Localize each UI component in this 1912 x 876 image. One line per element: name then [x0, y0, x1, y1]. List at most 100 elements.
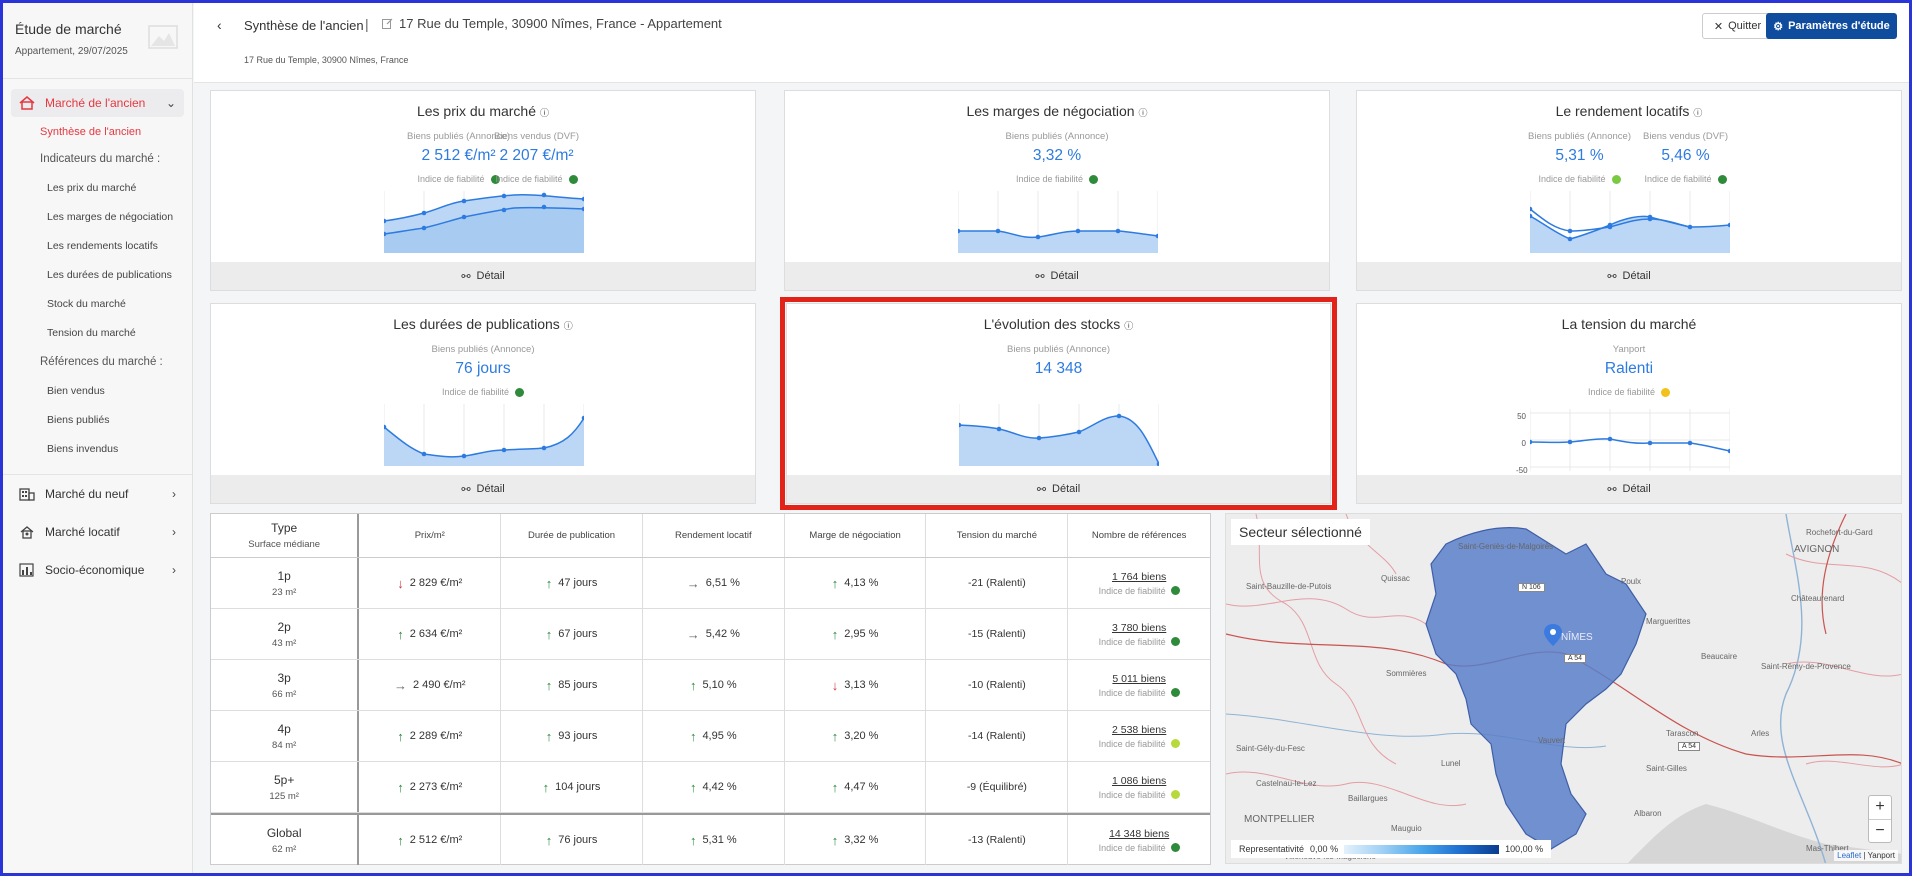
reliability-label: Indice de fiabilité — [417, 174, 485, 184]
trend-up-icon: ↑ — [831, 779, 839, 795]
references-link[interactable]: 1 086 biens — [1112, 774, 1167, 787]
table-row: Global 62 m² ↑ 2 512 €/m² ↑ 76 jours ↑ 5,31 % ↑ 3… — [211, 813, 1210, 865]
reliability-indicator: Indice de fiabilité — [407, 174, 510, 184]
detail-button[interactable]: ⚯ Détail — [211, 475, 755, 503]
sparkline-chart — [384, 404, 584, 466]
location-pin-icon[interactable] — [1544, 624, 1562, 646]
reliability-label: Indice de fiabilité — [1098, 789, 1166, 800]
cell-value: -10 (Ralenti) — [967, 679, 1026, 691]
table-row: 1p 23 m² ↓ 2 829 €/m² ↑ 47 jours → 6,51 % ↑ 4,13 … — [211, 558, 1210, 609]
sidebar-item-publies[interactable]: Biens publiés — [47, 414, 110, 426]
sidebar-item-vendus[interactable]: Bien vendus — [47, 385, 105, 397]
cell-value: 5,10 % — [702, 679, 737, 691]
study-address[interactable]: 17 Rue du Temple, 30900 Nîmes, France - … — [382, 16, 722, 31]
sidebar-item-tension[interactable]: Tension du marché — [47, 327, 136, 339]
study-address-small: 17 Rue du Temple, 30900 Nîmes, France — [244, 55, 409, 65]
references-link[interactable]: 2 538 biens — [1112, 723, 1167, 736]
info-icon[interactable]: ⓘ — [563, 320, 573, 331]
cell-type: 5p+ 125 m² — [211, 762, 360, 812]
map-place-label: Châteaurenard — [1791, 594, 1845, 603]
trend-up-icon: ↑ — [689, 832, 697, 848]
metric-value: Ralenti — [1604, 360, 1654, 377]
trend-up-icon: ↑ — [545, 575, 553, 591]
zoom-out-button[interactable]: − — [1875, 821, 1885, 839]
sidebar-item-marges[interactable]: Les marges de négociation — [47, 211, 174, 223]
quit-button[interactable]: ✕ Quitter — [1702, 13, 1773, 39]
cell-value: 3,13 % — [844, 679, 879, 691]
map-place-label: Saint-Geniès-de-Malgoirès — [1458, 542, 1554, 551]
references-link[interactable]: 5 011 biens — [1112, 672, 1166, 685]
trend-up-icon: ↑ — [545, 626, 553, 642]
reliability-dot — [490, 174, 500, 184]
y-tick: -50 — [1516, 466, 1528, 475]
study-settings-button[interactable]: ⚙ Paramètres d'étude — [1766, 13, 1897, 39]
trend-up-icon: ↑ — [397, 779, 404, 795]
map-place-label: Lunel — [1441, 759, 1461, 768]
cell-rendement: → 6,51 % — [643, 558, 785, 608]
info-icon[interactable]: ⓘ — [540, 107, 550, 118]
reliability-label: Indice de fiabilité — [1098, 585, 1166, 596]
sidebar-item-durees[interactable]: Les durées de publications — [47, 269, 172, 281]
map-place-label: Marguerittes — [1646, 617, 1691, 626]
sidebar-item-rendements[interactable]: Les rendements locatifs — [47, 240, 158, 252]
sidebar-item-prix[interactable]: Les prix du marché — [47, 182, 137, 194]
map-canvas[interactable] — [1226, 514, 1902, 864]
sidebar-section-neuf[interactable]: Marché du neuf › — [11, 475, 184, 513]
info-icon[interactable]: ⓘ — [1693, 107, 1703, 118]
leaflet-link[interactable]: Leaflet — [1837, 851, 1862, 860]
edit-icon[interactable] — [382, 18, 393, 29]
table-header: Type Surface médiane Prix/m² Durée de pub… — [211, 514, 1210, 558]
detail-button[interactable]: ⚯ Détail — [787, 475, 1330, 503]
sidebar-section-socio[interactable]: Socio-économique › — [11, 551, 184, 589]
cell-refs: 3 780 biens Indice de fiabilité — [1068, 609, 1210, 659]
y-tick: 0 — [1521, 439, 1526, 448]
sidebar-item-stock[interactable]: Stock du marché — [47, 298, 126, 310]
detail-button[interactable]: ⚯ Détail — [1357, 262, 1901, 290]
info-icon[interactable]: ⓘ — [1138, 107, 1148, 118]
sidebar-section-label: Socio-économique — [45, 563, 145, 577]
cell-value: 2 289 €/m² — [409, 730, 463, 742]
cell-value: 5,31 % — [702, 834, 737, 846]
cell-value: 76 jours — [558, 834, 598, 846]
card-title-text: Les prix du marché — [416, 103, 537, 119]
table-row: 4p 84 m² ↑ 2 289 €/m² ↑ 93 jours ↑ 4,95 % ↑ 3,20 … — [211, 711, 1210, 762]
card-stocks: L'évolution des stocks ⓘ Biens publiés (A… — [780, 297, 1337, 510]
type-label: 3p — [277, 670, 291, 685]
house-icon — [19, 95, 37, 111]
detail-button[interactable]: ⚯ Détail — [1357, 475, 1901, 503]
metric-label: Biens publiés (Annonce) — [1528, 131, 1631, 142]
back-icon[interactable]: ‹ — [217, 17, 222, 33]
selected-sector[interactable] — [1425, 527, 1647, 850]
map-place-label: Saint-Bauzille-de-Putois — [1246, 582, 1332, 591]
sector-map[interactable]: Saint-Geniès-de-Malgoirès Quissac Saint-Ba… — [1225, 513, 1902, 864]
reliability-indicator: Indice de fiabilité — [1357, 387, 1901, 397]
references-link[interactable]: 3 780 biens — [1112, 621, 1167, 634]
references-link[interactable]: 14 348 biens — [1109, 827, 1170, 840]
bar-chart-icon — [19, 562, 37, 578]
cell-value: 93 jours — [558, 730, 598, 742]
sparkline-chart — [1530, 191, 1730, 253]
cell-value: 4,13 % — [844, 577, 879, 589]
table-row: 5p+ 125 m² ↑ 2 273 €/m² ↑ 104 jours ↑ 4,42 % ↑ 4,… — [211, 762, 1210, 813]
sidebar-item-invendus[interactable]: Biens invendus — [47, 443, 119, 455]
detail-button[interactable]: ⚯ Détail — [211, 262, 755, 290]
sidebar-section-ancien[interactable]: Marché de l'ancien ⌄ — [11, 89, 184, 117]
map-place-label: AVIGNON — [1794, 544, 1840, 555]
sidebar-section-locatif[interactable]: Marché locatif › — [11, 513, 184, 551]
cell-tension: -15 (Ralenti) — [926, 609, 1069, 659]
sidebar-section-label: Marché locatif — [45, 525, 120, 539]
cell-tension: -21 (Ralenti) — [926, 558, 1069, 608]
info-icon[interactable]: ⓘ — [1124, 320, 1134, 331]
sparkline-chart — [958, 191, 1158, 253]
zoom-in-button[interactable]: + — [1869, 796, 1891, 820]
references-link[interactable]: 1 764 biens — [1112, 570, 1167, 583]
map-place-label: Castelnau-le-Lez — [1256, 779, 1317, 788]
trend-up-icon: ↑ — [397, 832, 404, 848]
detail-button[interactable]: ⚯ Détail — [785, 262, 1329, 290]
cell-tension: -9 (Équilibré) — [926, 762, 1069, 812]
sidebar-item-synthese[interactable]: Synthèse de l'ancien — [40, 126, 142, 138]
reliability-dot — [515, 387, 525, 397]
type-label: 5p+ — [274, 772, 295, 787]
card-title-text: La tension du marché — [1561, 316, 1697, 332]
trend-up-icon: ↑ — [545, 832, 553, 848]
